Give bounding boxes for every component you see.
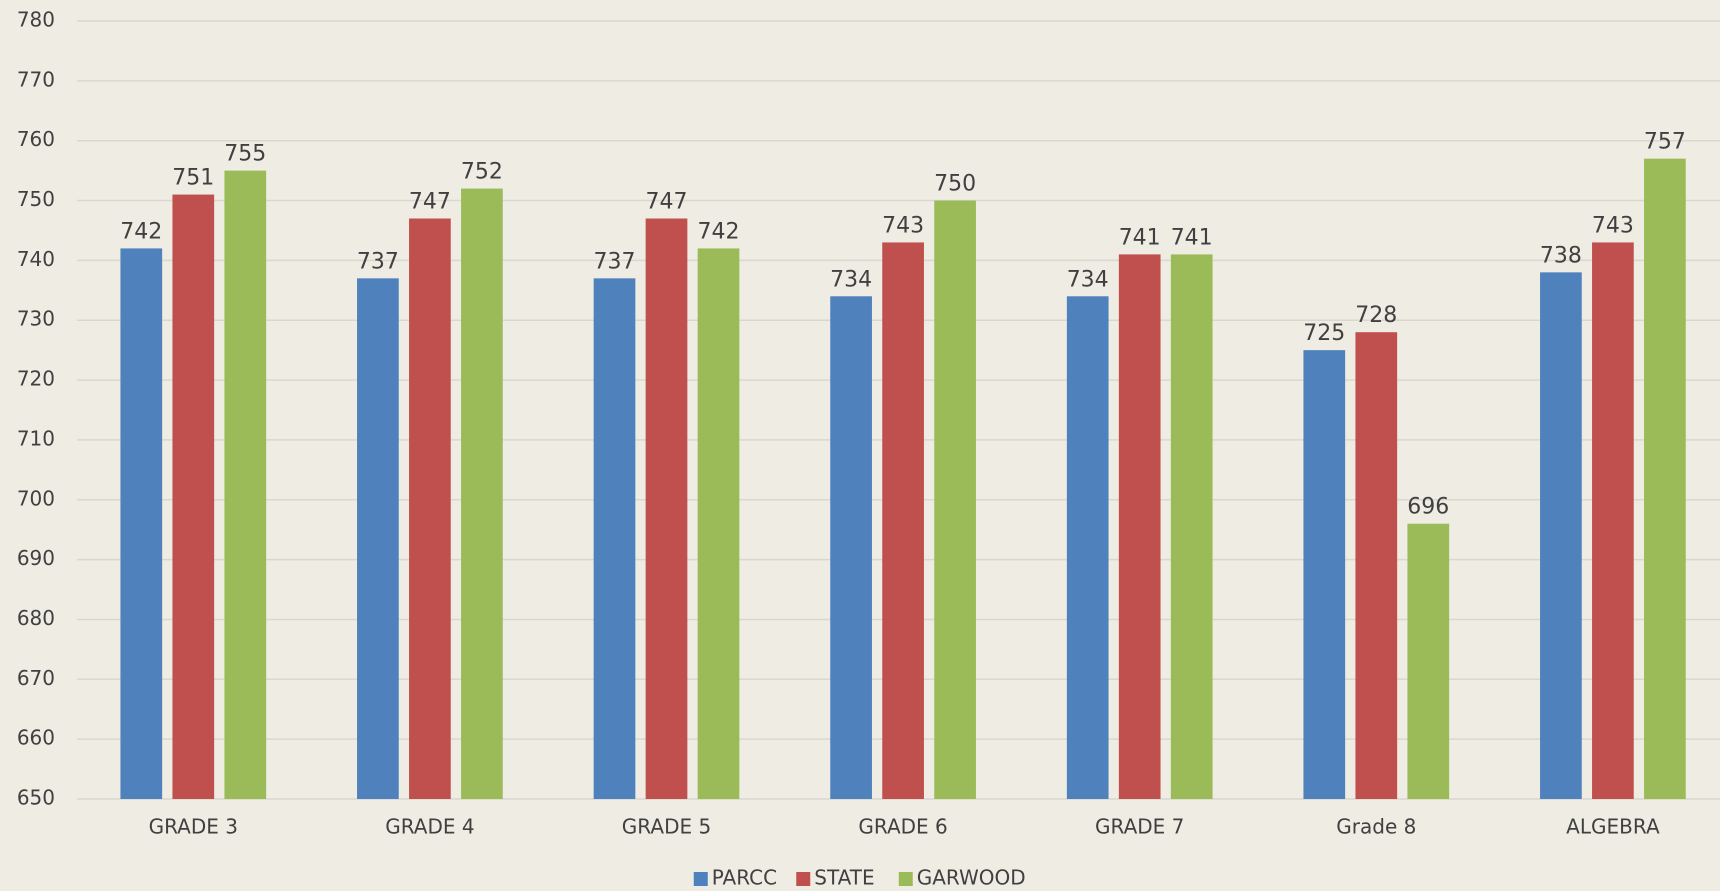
y-tick-label: 740 — [17, 247, 55, 271]
bar — [830, 296, 872, 799]
bar — [1118, 254, 1161, 799]
bar — [1592, 242, 1634, 799]
y-tick-label: 680 — [17, 606, 55, 630]
y-tick-label: 710 — [17, 426, 55, 450]
bar — [1355, 332, 1398, 799]
bar — [1644, 158, 1686, 800]
x-tick-label: GRADE 3 — [149, 815, 238, 839]
y-tick-label: 660 — [17, 726, 55, 750]
data-label: 752 — [461, 160, 503, 185]
data-label: 728 — [1355, 303, 1397, 328]
legend-swatch — [796, 872, 811, 886]
x-tick-label: GRADE 4 — [385, 815, 474, 839]
data-label: 696 — [1407, 495, 1449, 520]
data-label: 750 — [934, 172, 976, 197]
legend-label: GARWOOD — [917, 866, 1026, 890]
x-tick-label: GRADE 5 — [622, 815, 711, 839]
bar — [1303, 350, 1346, 799]
y-tick-label: 730 — [17, 307, 55, 331]
bar — [1066, 296, 1109, 799]
y-tick-label: 690 — [17, 546, 55, 570]
data-label: 734 — [1067, 267, 1109, 292]
data-label: 741 — [1119, 225, 1161, 250]
y-tick-label: 700 — [17, 486, 55, 510]
data-label: 747 — [646, 189, 688, 214]
bar — [1540, 272, 1582, 799]
data-label: 737 — [357, 249, 399, 274]
bar — [461, 188, 503, 800]
bar — [882, 242, 924, 799]
bar — [934, 200, 976, 800]
data-label: 734 — [830, 267, 872, 292]
data-label: 737 — [594, 249, 636, 274]
x-tick-label: Grade 8 — [1336, 815, 1416, 839]
y-tick-label: 770 — [17, 67, 55, 91]
y-tick-label: 720 — [17, 367, 55, 391]
y-tick-label: 780 — [17, 8, 55, 32]
data-label: 743 — [882, 213, 924, 238]
bar — [593, 278, 636, 799]
legend-swatch — [898, 872, 913, 886]
x-tick-label: GRADE 7 — [1095, 815, 1184, 839]
y-tick-label: 670 — [17, 666, 55, 690]
bar — [1407, 523, 1450, 799]
data-label: 755 — [224, 142, 266, 167]
y-tick-label: 750 — [17, 187, 55, 211]
x-tick-label: ALGEBRA — [1566, 815, 1660, 839]
bar — [409, 218, 451, 799]
bar — [1170, 254, 1213, 799]
bar — [120, 248, 163, 799]
x-tick-label: GRADE 6 — [858, 815, 947, 839]
y-tick-label: 650 — [17, 786, 55, 810]
data-label: 742 — [120, 219, 162, 244]
data-label: 757 — [1644, 130, 1686, 155]
bar — [224, 170, 267, 800]
data-label: 738 — [1540, 243, 1582, 268]
y-tick-label: 760 — [17, 127, 55, 151]
data-label: 725 — [1303, 321, 1345, 346]
data-label: 747 — [409, 189, 451, 214]
legend-label: STATE — [814, 866, 874, 890]
bar — [172, 194, 215, 800]
bar — [357, 278, 399, 799]
data-label: 743 — [1592, 213, 1634, 238]
bar — [697, 248, 740, 799]
legend-swatch — [693, 872, 708, 886]
data-label: 751 — [172, 166, 214, 191]
legend-label: PARCC — [712, 866, 777, 890]
data-label: 742 — [698, 219, 740, 244]
bar — [645, 218, 688, 799]
data-label: 741 — [1171, 225, 1213, 250]
